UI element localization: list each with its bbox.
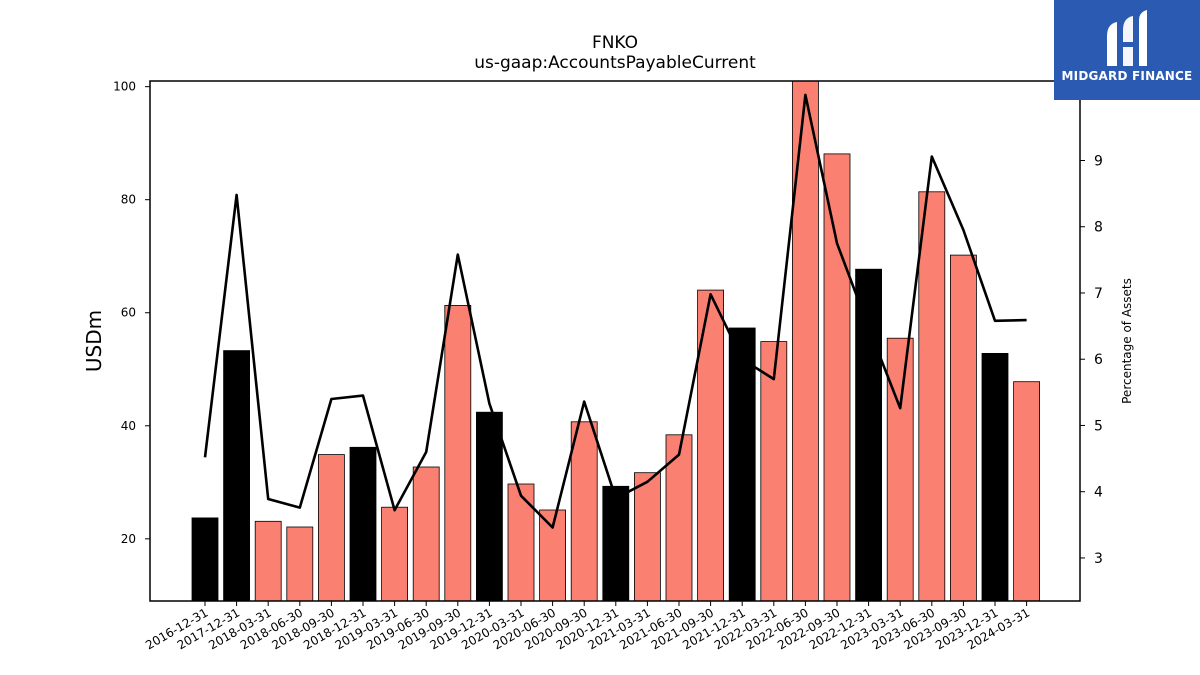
bar-2024-03-31 [1013, 381, 1040, 602]
bar-2022-03-31 [760, 341, 788, 602]
bar-2018-06-30 [286, 526, 314, 602]
y2-tick-label: 6 [1094, 352, 1103, 368]
x-axis: 2016-12-312017-12-312018-03-312018-06-30… [143, 601, 1032, 652]
y2-tick-label: 3 [1094, 551, 1103, 567]
y-tick-label: 80 [121, 193, 136, 207]
chart-title: FNKO [592, 33, 638, 53]
bar-2022-12-31 [855, 268, 882, 602]
y-tick-label: 60 [121, 306, 136, 320]
bar-2021-12-31 [728, 327, 756, 602]
bar-2021-03-31 [634, 472, 661, 602]
bar-2023-12-31 [981, 352, 1009, 602]
bar-2019-03-31 [381, 506, 409, 602]
bar-2023-06-30 [918, 191, 946, 602]
bar-2023-03-31 [886, 337, 914, 602]
bar-2020-09-30 [570, 421, 598, 602]
bar-2019-06-30 [412, 466, 440, 602]
bar-2016-12-31 [191, 517, 219, 602]
bar-2019-12-31 [475, 411, 503, 602]
bar-2020-12-31 [602, 485, 630, 602]
y2-tick-label: 9 [1094, 153, 1103, 169]
bar-2018-09-30 [317, 454, 345, 602]
y2-tick-label: 7 [1094, 286, 1103, 302]
bars-layer [191, 80, 1040, 602]
bar-2018-12-31 [349, 446, 377, 602]
y-tick-label: 40 [121, 419, 136, 433]
y2-axis-label: Percentage of Assets [1120, 278, 1134, 404]
y-tick-label: 20 [121, 532, 136, 546]
y-tick-label: 100 [113, 80, 136, 94]
brand-logo-text: MIDGARD FINANCE [1061, 69, 1193, 83]
bar-2022-09-30 [823, 153, 851, 602]
chart-subtitle: us-gaap:AccountsPayableCurrent [474, 53, 756, 73]
bar-2017-12-31 [223, 350, 251, 602]
bar-2018-03-31 [254, 520, 282, 602]
y-axis-label: USDm [82, 310, 106, 372]
brand-logo: MIDGARD FINANCE [1054, 0, 1200, 100]
bar-2019-09-30 [444, 304, 472, 602]
bar-2023-09-30 [950, 254, 977, 602]
y2-tick-label: 4 [1094, 485, 1103, 501]
right-axis: 3 4 5 6 7 8 9 [1080, 153, 1103, 567]
plot-frame [149, 80, 1081, 602]
left-axis: 20 40 60 80 100 [113, 80, 150, 546]
bar-2020-03-31 [507, 483, 535, 602]
y2-tick-label: 5 [1094, 418, 1103, 434]
bar-2022-06-30 [792, 80, 819, 602]
line-layer [203, 93, 1027, 529]
percentage-line [203, 93, 1027, 529]
y2-tick-label: 8 [1094, 220, 1103, 236]
midgard-logo-icon [1107, 10, 1147, 66]
bar-2021-06-30 [665, 434, 693, 602]
